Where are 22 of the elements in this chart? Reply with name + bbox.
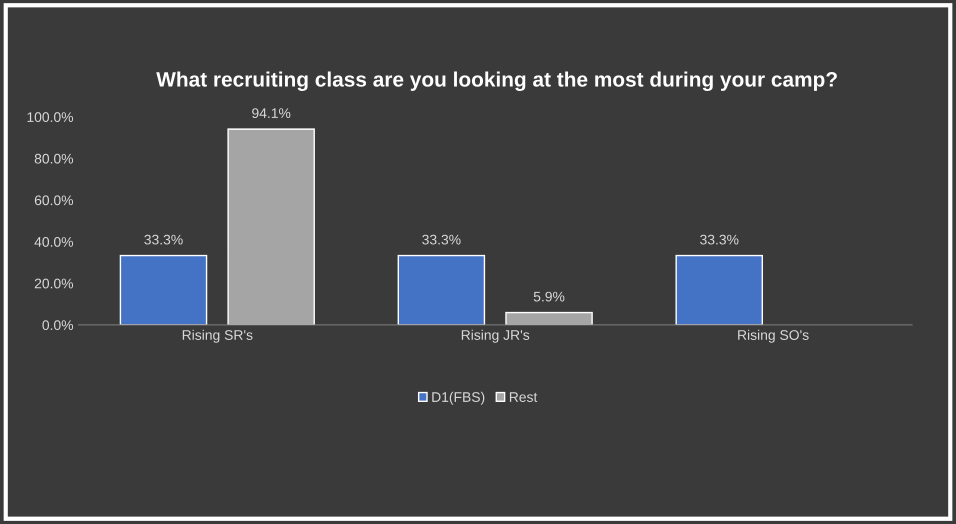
data-label: 94.1% bbox=[252, 108, 290, 118]
chart-title: What recruiting class are you looking at the most during your camp? bbox=[156, 71, 837, 91]
bar bbox=[227, 128, 315, 325]
x-tick-label: Rising JR's bbox=[462, 330, 530, 343]
y-tick-label: 100.0% bbox=[27, 112, 74, 122]
y-tick-label: 80.0% bbox=[34, 154, 74, 164]
y-tick-label: 20.0% bbox=[34, 278, 74, 288]
bar bbox=[675, 254, 764, 325]
data-label: 33.3% bbox=[422, 234, 461, 245]
data-label: 33.3% bbox=[700, 234, 738, 245]
y-tick-label: 0.0% bbox=[42, 320, 74, 330]
bar bbox=[398, 254, 486, 325]
y-tick-label: 40.0% bbox=[34, 237, 74, 247]
bar bbox=[120, 254, 208, 325]
data-label: 33.3% bbox=[144, 234, 183, 245]
legend-label: Rest bbox=[510, 392, 538, 402]
y-tick-label: 60.0% bbox=[34, 195, 74, 206]
bar bbox=[505, 312, 593, 325]
x-tick-label: Rising SO's bbox=[738, 330, 809, 343]
x-tick-label: Rising SR's bbox=[182, 330, 252, 343]
data-label: 5.9% bbox=[534, 292, 564, 302]
legend-label: D1(FBS) bbox=[432, 392, 484, 405]
